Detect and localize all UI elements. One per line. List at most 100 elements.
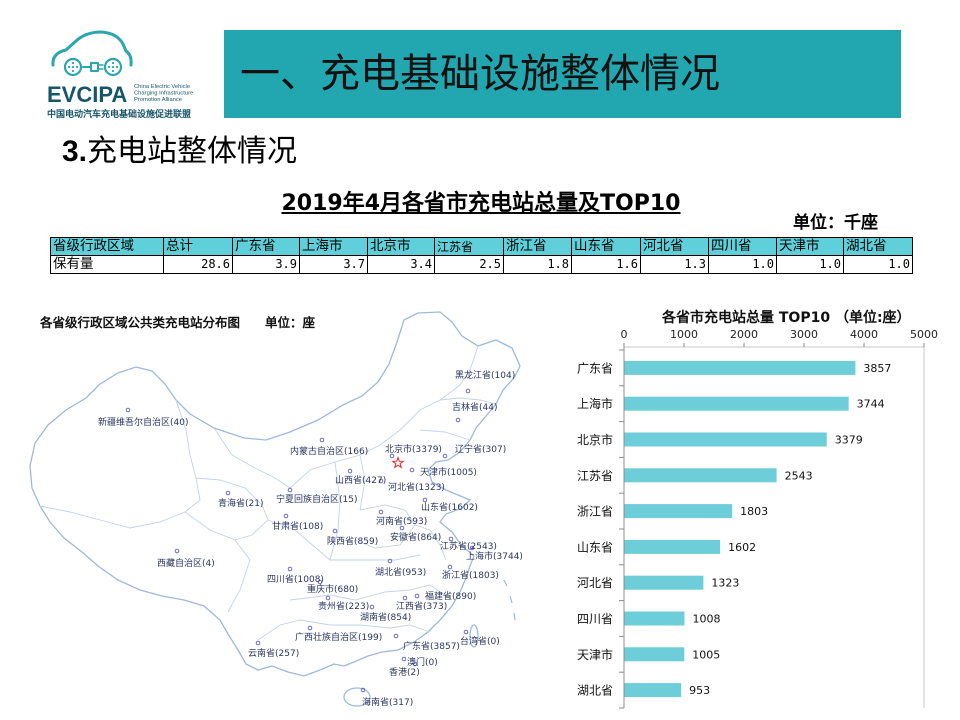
map-dot: [447, 564, 453, 570]
map-label: 湖南省(854): [360, 611, 411, 623]
data-label: 953: [689, 684, 710, 697]
map-dot: [414, 593, 420, 599]
map-dot: [469, 545, 475, 551]
map-label: 新疆维吾尔自治区(40): [98, 416, 188, 428]
category-label: 上海市: [577, 396, 613, 411]
map-label: 海南省(317): [362, 696, 413, 708]
table-header-cell: 江苏省: [434, 237, 504, 256]
map-dot: [378, 478, 384, 484]
bar: [624, 504, 733, 519]
china-map: 各省级行政区域公共类充电站分布图 单位：座: [29, 311, 523, 708]
page-title: 一、充电基础设施整体情况: [240, 51, 720, 97]
table-header-cell: 广东省: [232, 237, 300, 256]
bar: [624, 396, 849, 411]
map-label: 贵州省(223): [318, 600, 369, 612]
map-label: 河南省(593): [376, 515, 427, 527]
category-label: 广东省: [577, 361, 613, 375]
map-dot: [317, 579, 323, 585]
bar: [624, 539, 721, 554]
data-label: 1323: [711, 577, 739, 590]
map-label: 宁夏回族自治区(15): [276, 493, 357, 505]
map-dot: [412, 661, 418, 667]
table-cell: 1.6: [571, 255, 641, 274]
category-label: 四川省: [577, 612, 613, 626]
map-dot: [255, 640, 261, 646]
logo-en-line: Promotion Alliance: [134, 97, 182, 103]
sea-boundary-dashes: [503, 579, 516, 621]
map-dot: [465, 388, 471, 394]
map-label: 北京市(3379): [385, 443, 442, 455]
map-label: 安徽省(864): [390, 531, 441, 543]
table-header-cell: 北京市: [367, 237, 435, 256]
x-tick-label: 3000: [790, 328, 818, 341]
taiwan-island: [469, 624, 479, 648]
bar: [624, 647, 685, 662]
bar-chart: 各省市充电站总量 TOP10 （单位:座） 0 1000 2000 3000 4000 5…: [577, 309, 938, 709]
table-cell: 1.0: [776, 255, 844, 274]
logo-name: EVCIPA: [47, 82, 127, 107]
hainan-island: [343, 687, 371, 707]
section-number: 3.: [62, 135, 88, 168]
map-label: 吉林省(44): [452, 401, 497, 413]
map-dot: [463, 629, 469, 635]
map-label: 黑龙江省(104): [455, 369, 515, 381]
x-tick-label: 4000: [850, 328, 878, 341]
map-label: 澳门(0): [407, 656, 438, 668]
map-dot: [283, 513, 289, 519]
table-cell: 3.7: [299, 255, 368, 274]
table-cell: 28.6: [163, 255, 233, 274]
map-dot: [287, 487, 293, 493]
map-dot: [387, 558, 393, 564]
table-header-cell: 山东省: [571, 237, 641, 256]
table-title: 2019年4月各省市充电站总量及TOP10: [160, 190, 802, 218]
table-header-cell: 四川省: [708, 237, 777, 256]
title-banner: 一、充电基础设施整体情况: [224, 30, 901, 118]
map-label: 广东省(3857): [403, 640, 460, 652]
map-label: 辽宁省(307): [455, 443, 506, 455]
bar: [624, 360, 856, 375]
map-dot: [287, 566, 293, 572]
table-header-cell: 总计: [163, 237, 233, 256]
data-label: 1005: [692, 648, 720, 661]
data-label: 3744: [857, 398, 885, 411]
map-dot: [174, 548, 180, 554]
data-label: 3857: [863, 362, 891, 375]
map-dot: [409, 467, 415, 473]
map-dot: [455, 417, 461, 423]
map-dot: [307, 625, 313, 631]
map-label: 山东省(1602): [421, 501, 478, 513]
map-dot: [125, 407, 131, 413]
category-label: 湖北省: [577, 683, 613, 698]
map-labels: 黑龙江省(104) 吉林省(44) 新疆维吾尔自治区(40) 内蒙古自治区(16…: [98, 369, 523, 708]
map-label: 广西壮族自治区(199): [295, 631, 382, 643]
data-table: 省级行政区域 总计 广东省 上海市 北京市 江苏省 浙江省 山东省 河北省 四川…: [50, 237, 913, 274]
data-label: 1008: [692, 613, 720, 626]
table-cell: 1.0: [708, 255, 777, 274]
map-label: 天津市(1005): [420, 466, 477, 478]
map-dot: [448, 536, 454, 542]
category-label: 浙江省: [577, 505, 613, 519]
map-title: 各省级行政区域公共类充电站分布图: [39, 315, 240, 330]
map-dot: [325, 595, 331, 601]
table-header-cell: 上海市: [299, 237, 368, 256]
map-label: 江苏省(2543): [440, 540, 497, 552]
table-header-cell: 湖北省: [843, 237, 913, 256]
category-label: 天津市: [577, 647, 613, 662]
map-label: 青海省(21): [218, 497, 263, 509]
bar: [624, 683, 682, 698]
star-icon: [391, 455, 405, 469]
table-cell: 3.9: [232, 255, 300, 274]
logo-en-line: China Electric Vehicle: [134, 84, 190, 90]
map-label: 福建省(890): [425, 590, 476, 602]
table-header-row: 省级行政区域 总计 广东省 上海市 北京市 江苏省 浙江省 山东省 河北省 四川…: [50, 237, 913, 256]
map-label: 陕西省(859): [327, 535, 378, 547]
map-dot: [347, 468, 353, 474]
map-label: 甘肃省(108): [272, 520, 323, 532]
category-label: 山东省: [577, 540, 613, 554]
map-label: 浙江省(1803): [442, 569, 499, 581]
section-title: 充电站整体情况: [87, 134, 298, 169]
x-tick-label: 0: [621, 328, 628, 341]
table-cell: 3.4: [367, 255, 435, 274]
table-cell: 1.8: [503, 255, 572, 274]
map-dot: [401, 656, 407, 662]
